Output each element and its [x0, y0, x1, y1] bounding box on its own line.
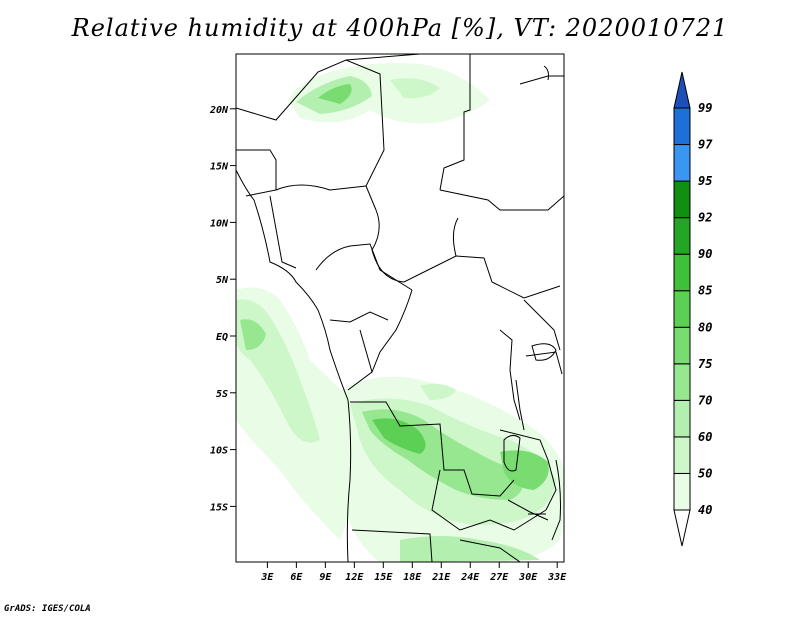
lat-axis: 20N 15N 10N 5N EQ 5S 10S 15S — [209, 105, 236, 513]
lon-tick-label: 9E — [319, 572, 332, 583]
map-frame — [235, 53, 565, 563]
lon-axis: 3E 6E 9E 12E 15E 18E 21E 24E 27E 30E 33E — [260, 562, 567, 583]
lakes — [503, 343, 557, 515]
lat-tick-label: 15S — [210, 502, 228, 513]
colorbar-level-label: 99 — [698, 101, 712, 115]
lat-tick-label: 20N — [209, 105, 229, 116]
credit-text: GrADS: IGES/COLA — [4, 604, 91, 614]
colorbar-bin — [673, 253, 691, 292]
colorbar-level-label: 95 — [698, 174, 712, 188]
colorbar-bin — [673, 290, 691, 328]
colorbar-bin — [673, 217, 691, 255]
colorbar: 40 50 60 70 75 80 85 90 92 95 97 99 — [673, 71, 713, 547]
colorbar-level-label: 60 — [698, 430, 712, 444]
colorbar-level-label: 50 — [698, 466, 712, 480]
colorbar-bin — [673, 436, 691, 474]
lat-tick-label: 5N — [216, 275, 229, 286]
lon-tick-label: 3E — [260, 572, 274, 583]
colorbar-bin — [673, 472, 691, 511]
lat-tick-label: EQ — [216, 332, 228, 343]
colorbar-level-label: 90 — [698, 247, 712, 261]
lat-tick-label: 10S — [210, 446, 228, 457]
colorbar-bin — [673, 326, 691, 365]
colorbar-level-label: 92 — [698, 211, 712, 225]
lat-tick-label: 5S — [216, 389, 228, 400]
lon-tick-label: 12E — [345, 572, 364, 583]
colorbar-level-label: 97 — [698, 138, 713, 152]
humidity-shading — [236, 63, 564, 562]
colorbar-bin — [673, 144, 691, 182]
colorbar-bin — [673, 180, 691, 219]
colorbar-level-label: 75 — [698, 357, 712, 371]
colorbar-bin — [673, 399, 691, 438]
lon-tick-label: 30E — [518, 572, 538, 583]
lon-tick-label: 21E — [431, 572, 451, 583]
lon-tick-label: 15E — [374, 572, 393, 583]
lon-tick-label: 27E — [489, 572, 509, 583]
lat-tick-label: 15N — [210, 162, 229, 173]
colorbar-level-label: 40 — [698, 503, 712, 517]
lon-tick-label: 6E — [290, 572, 303, 583]
colorbar-bin — [673, 107, 691, 146]
lon-tick-label: 18E — [403, 572, 422, 583]
colorbar-level-label: 70 — [698, 393, 712, 407]
lon-tick-label: 24E — [460, 572, 480, 583]
colorbar-level-label: 85 — [698, 284, 712, 298]
lon-tick-label: 33E — [547, 572, 567, 583]
country-borders — [236, 54, 564, 562]
colorbar-under-triangle — [673, 509, 691, 547]
colorbar-bin — [673, 363, 691, 401]
colorbar-level-label: 80 — [698, 320, 712, 334]
colorbar-over-triangle — [673, 71, 691, 109]
lat-tick-label: 10N — [210, 218, 229, 229]
map-title: Relative humidity at 400hPa [%], VT: 202… — [71, 14, 729, 42]
